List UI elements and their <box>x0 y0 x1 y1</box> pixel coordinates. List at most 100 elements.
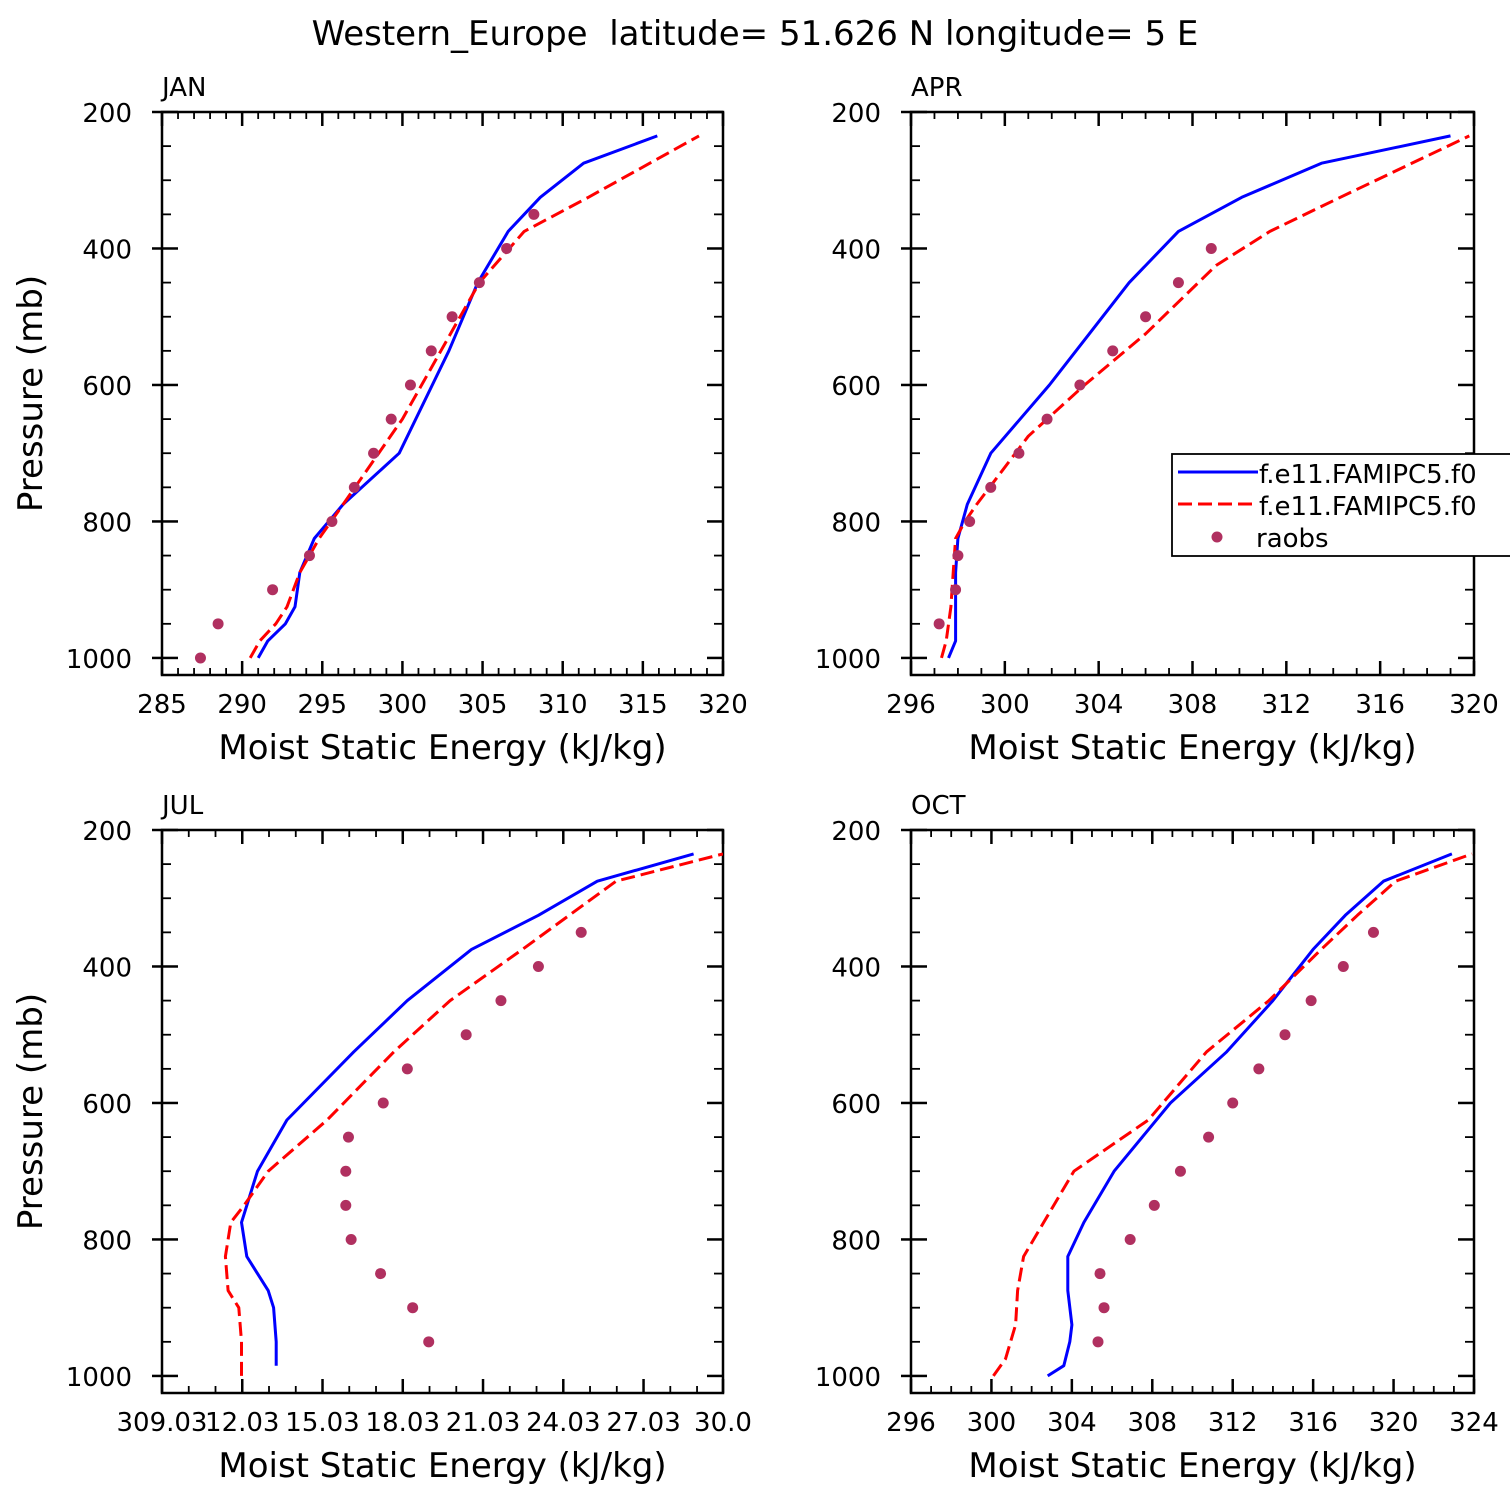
raobs-point <box>377 1097 389 1109</box>
raobs-point <box>532 960 544 972</box>
x-tick-label: 285 <box>137 690 187 720</box>
x-tick-label: 300 <box>967 1408 1017 1438</box>
series-group <box>933 134 1470 659</box>
x-axis-label: Moist Static Energy (kJ/kg) <box>968 1446 1416 1486</box>
series-line-solid <box>240 852 695 1366</box>
raobs-point <box>1367 926 1379 938</box>
panel-oct: 296 300 304 308 312 316 320 324 200 400 600 800 1000… <box>815 791 1499 1486</box>
raobs-point <box>575 926 587 938</box>
plot-frame <box>909 828 1476 1395</box>
x-tick-label: 320 <box>1369 1408 1419 1438</box>
raobs-point <box>1148 1199 1160 1211</box>
y-tick-label: 800 <box>831 1226 881 1256</box>
x-tick-label: 316 <box>1355 690 1405 720</box>
raobs-point <box>473 277 485 289</box>
x-tick-label: 309.03 <box>117 1408 208 1438</box>
series-line-dashed <box>248 134 700 659</box>
series-group <box>223 852 723 1376</box>
raobs-point <box>407 1302 419 1314</box>
raobs-point <box>1094 1268 1106 1280</box>
raobs-point <box>1227 1097 1239 1109</box>
raobs-point <box>952 550 964 562</box>
legend-swatch <box>1211 531 1223 543</box>
x-tick-label: 300 <box>980 690 1030 720</box>
raobs-point <box>340 1165 352 1177</box>
raobs-point <box>385 413 397 425</box>
panel-apr: 296 300 304 308 312 316 320 200 400 600 800 1000 APR… <box>815 73 1499 768</box>
panel-title: APR <box>911 73 963 103</box>
x-tick-label: 316 <box>1288 1408 1338 1438</box>
y-axis-label: Pressure (mb) <box>11 993 51 1230</box>
raobs-point <box>495 995 507 1007</box>
y-tick-label: 400 <box>82 953 132 983</box>
y-tick-label: 400 <box>831 235 881 265</box>
raobs-point <box>1203 1131 1215 1143</box>
panels: 285 290 295 300 305 310 315 320 200 400 600 800 1000… <box>11 73 1499 1486</box>
plot-frame <box>160 828 725 1395</box>
raobs-point <box>1253 1063 1265 1075</box>
y-axis-label: Pressure (mb) <box>11 275 51 512</box>
raobs-point <box>1124 1233 1136 1245</box>
x-tick-label: 315 <box>618 690 668 720</box>
x-axis-label: Moist Static Energy (kJ/kg) <box>218 1446 666 1486</box>
x-tick-label: 305 <box>458 690 508 720</box>
raobs-point <box>423 1336 435 1348</box>
x-tick-label: 308 <box>1168 690 1218 720</box>
x-tick-label: 296 <box>886 690 936 720</box>
series-line-dashed <box>223 852 723 1376</box>
x-tick-label: 290 <box>217 690 267 720</box>
raobs-point <box>933 618 945 630</box>
series-line-solid <box>256 134 658 659</box>
raobs-point <box>1107 345 1119 357</box>
raobs-point <box>501 242 513 254</box>
raobs-point <box>342 1131 354 1143</box>
raobs-point <box>425 345 437 357</box>
panel-jan: 285 290 295 300 305 310 315 320 200 400 600 800 1000… <box>11 73 748 768</box>
raobs-point <box>985 481 997 493</box>
y-tick-label: 1000 <box>66 1363 132 1393</box>
legend-label: f.e11.FAMIPC5.f0 <box>1259 460 1477 490</box>
x-tick-label: 320 <box>698 690 748 720</box>
legend-label: f.e11.FAMIPC5.f0 <box>1259 492 1477 522</box>
raobs-point <box>1205 242 1217 254</box>
series-line-dashed <box>992 852 1473 1377</box>
raobs-point <box>267 584 279 596</box>
y-tick-label: 400 <box>82 235 132 265</box>
figure-title: Western_Europe latitude= 51.626 N longit… <box>312 14 1199 54</box>
raobs-point <box>1074 379 1086 391</box>
raobs-point <box>528 208 540 220</box>
raobs-point <box>212 618 224 630</box>
y-tick-label: 600 <box>82 372 132 402</box>
x-axis-label: Moist Static Energy (kJ/kg) <box>218 728 666 768</box>
series-line-solid <box>947 134 1451 659</box>
y-tick-label: 1000 <box>815 1363 881 1393</box>
x-tick-label: 320 <box>1449 690 1499 720</box>
x-tick-label: 308 <box>1127 1408 1177 1438</box>
y-tick-label: 200 <box>831 99 881 129</box>
panel-title: JUL <box>160 791 204 821</box>
x-tick-label: 312 <box>1262 690 1312 720</box>
plot-frame <box>160 110 725 677</box>
raobs-point <box>1337 960 1349 972</box>
raobs-point <box>1140 311 1152 323</box>
x-axis-label: Moist Static Energy (kJ/kg) <box>968 728 1416 768</box>
raobs-point <box>964 515 976 527</box>
y-tick-label: 600 <box>831 372 881 402</box>
y-tick-label: 1000 <box>66 645 132 675</box>
y-tick-label: 800 <box>831 508 881 538</box>
raobs-point <box>326 515 338 527</box>
raobs-point <box>303 550 315 562</box>
x-tick-label: 310 <box>538 690 588 720</box>
raobs-point <box>446 311 458 323</box>
panel-title: OCT <box>911 791 966 821</box>
raobs-point <box>1305 995 1317 1007</box>
x-tick-label: 304 <box>1047 1408 1097 1438</box>
x-tick-label: 296 <box>886 1408 936 1438</box>
plot-frame <box>909 110 1476 677</box>
raobs-point <box>460 1029 472 1041</box>
raobs-point <box>375 1268 387 1280</box>
raobs-point <box>401 1063 413 1075</box>
x-tick-label: 18.03 <box>366 1408 440 1438</box>
x-tick-label: 312 <box>1208 1408 1258 1438</box>
